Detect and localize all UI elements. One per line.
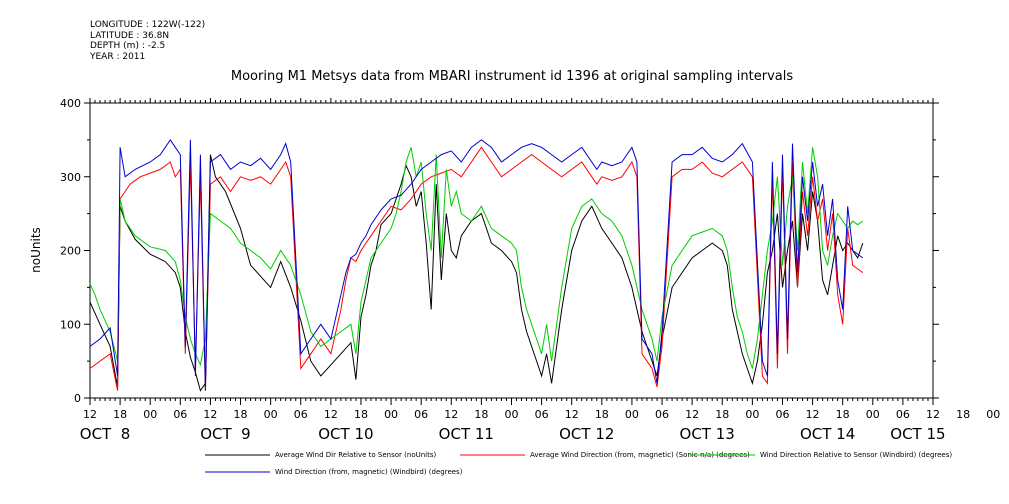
x-tick-label: 00 bbox=[986, 408, 1000, 421]
depth-label: DEPTH (m) : -2.5 bbox=[90, 41, 166, 51]
y-tick-label: 100 bbox=[60, 318, 81, 331]
x-tick-label: 12 bbox=[444, 408, 458, 421]
x-tick-label: 00 bbox=[505, 408, 519, 421]
series-layer bbox=[89, 139, 864, 392]
x-tick-label: 12 bbox=[565, 408, 579, 421]
y-tick-label: 200 bbox=[60, 245, 81, 258]
y-tick-label: 300 bbox=[60, 171, 81, 184]
x-tick-label: 18 bbox=[113, 408, 127, 421]
x-tick-label: 06 bbox=[173, 408, 187, 421]
year-label: YEAR : 2011 bbox=[90, 51, 146, 62]
x-tick-label: 00 bbox=[866, 408, 880, 421]
x-day-label: OCT 8 bbox=[80, 425, 131, 443]
legend-label-2: Wind Direction Relative to Sensor (Windb… bbox=[760, 451, 952, 459]
x-day-label: OCT 11 bbox=[439, 425, 494, 443]
x-tick-label: 18 bbox=[956, 408, 970, 421]
latitude-label: LATITUDE : 36.8N bbox=[90, 30, 170, 41]
x-day-label: OCT 14 bbox=[800, 425, 855, 443]
x-tick-label: 18 bbox=[836, 408, 850, 421]
chart-title: Mooring M1 Metsys data from MBARI instru… bbox=[231, 69, 793, 84]
x-day-label: OCT 13 bbox=[680, 425, 735, 443]
x-tick-label: 00 bbox=[264, 408, 278, 421]
x-tick-label: 00 bbox=[143, 408, 157, 421]
series-line-3 bbox=[89, 139, 864, 391]
series-line-2 bbox=[89, 147, 864, 369]
x-tick-label: 12 bbox=[324, 408, 338, 421]
legend-label-3: Wind Direction (from, magnetic) (Windbir… bbox=[275, 468, 463, 476]
y-tick-label: 400 bbox=[60, 97, 81, 110]
x-tick-label: 06 bbox=[775, 408, 789, 421]
x-tick-label: 12 bbox=[203, 408, 217, 421]
x-tick-label: 00 bbox=[384, 408, 398, 421]
plot-frame bbox=[89, 102, 934, 399]
x-tick-label: 06 bbox=[896, 408, 910, 421]
x-tick-label: 12 bbox=[83, 408, 97, 421]
x-tick-label: 12 bbox=[806, 408, 820, 421]
legend: Average Wind Dir Relative to Sensor (noU… bbox=[205, 451, 952, 476]
x-tick-label: 00 bbox=[625, 408, 639, 421]
y-axis-label: noUnits bbox=[29, 227, 43, 273]
x-tick-label: 18 bbox=[234, 408, 248, 421]
x-tick-label: 18 bbox=[474, 408, 488, 421]
y-axis: 0 100 200 300 400 bbox=[60, 97, 939, 405]
x-tick-label: 12 bbox=[685, 408, 699, 421]
x-day-label: OCT 15 bbox=[890, 425, 945, 443]
x-day-label: OCT 9 bbox=[200, 425, 251, 443]
x-tick-label: 06 bbox=[655, 408, 669, 421]
y-tick-label: 0 bbox=[74, 392, 81, 405]
x-tick-label: 18 bbox=[715, 408, 729, 421]
metadata-block: LONGITUDE : 122W(-122) LATITUDE : 36.8N … bbox=[90, 20, 205, 62]
x-tick-label: 00 bbox=[745, 408, 759, 421]
x-axis: 12 18 00 06 12 18 00 06 12 18 00 06 12 18 00 06 12 18 00 06… bbox=[80, 98, 1000, 443]
x-tick-label: 06 bbox=[535, 408, 549, 421]
x-tick-label: 18 bbox=[595, 408, 609, 421]
x-day-label: OCT 12 bbox=[559, 425, 614, 443]
x-day-label: OCT 10 bbox=[318, 425, 373, 443]
longitude-label: LONGITUDE : 122W(-122) bbox=[90, 20, 206, 30]
x-tick-label: 18 bbox=[354, 408, 368, 421]
x-tick-label: 06 bbox=[294, 408, 308, 421]
legend-label-1: Average Wind Direction (from, magnetic) … bbox=[530, 451, 750, 459]
legend-label-0: Average Wind Dir Relative to Sensor (noU… bbox=[275, 451, 436, 459]
x-tick-label: 12 bbox=[926, 408, 940, 421]
x-tick-label: 06 bbox=[414, 408, 428, 421]
